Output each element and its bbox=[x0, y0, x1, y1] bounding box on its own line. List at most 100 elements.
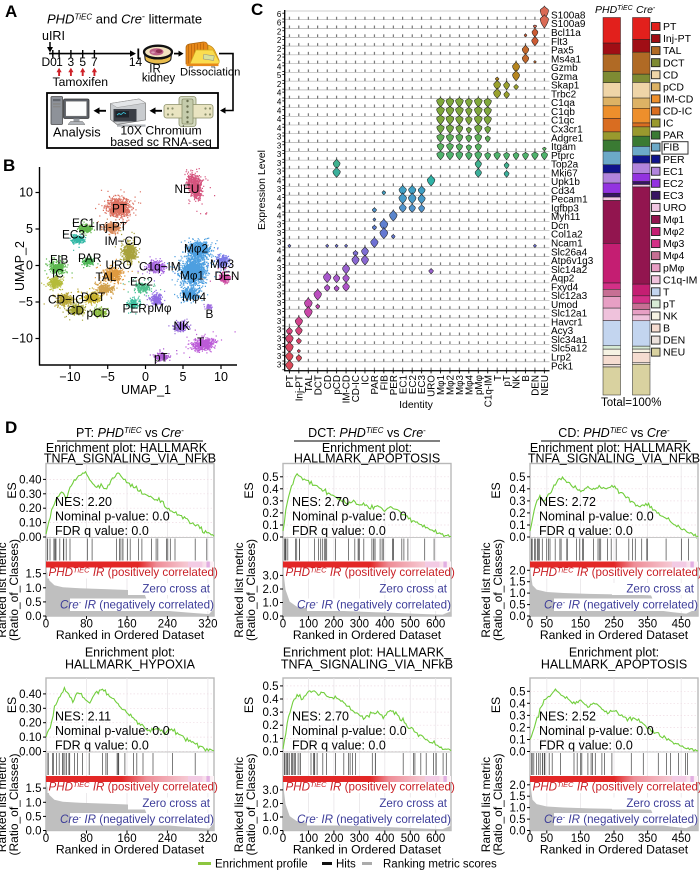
svg-text:CD: PHDTiEC vs Cre-: CD: PHDTiEC vs Cre- bbox=[558, 426, 670, 440]
svg-text:3: 3 bbox=[277, 290, 282, 299]
svg-text:Identity: Identity bbox=[399, 399, 434, 411]
svg-text:PHDTiEC and Cre- littermate: PHDTiEC and Cre- littermate bbox=[47, 12, 202, 27]
svg-text:Havcr1: Havcr1 bbox=[551, 317, 583, 328]
svg-text:UMAP_1: UMAP_1 bbox=[121, 383, 171, 397]
svg-text:ES: ES bbox=[489, 482, 503, 498]
svg-text:6: 6 bbox=[277, 19, 282, 28]
svg-text:0.0: 0.0 bbox=[26, 611, 42, 623]
svg-text:0.00: 0.00 bbox=[19, 532, 41, 544]
svg-text:3: 3 bbox=[277, 352, 282, 361]
svg-text:1.5: 1.5 bbox=[510, 791, 526, 803]
svg-text:4: 4 bbox=[277, 89, 282, 98]
svg-text:Skap1: Skap1 bbox=[551, 81, 580, 92]
svg-text:0.1: 0.1 bbox=[510, 735, 526, 747]
svg-text:PHDTiEC IR (positively correla: PHDTiEC IR (positively correlated) bbox=[286, 780, 455, 794]
svg-text:0.1: 0.1 bbox=[263, 733, 279, 745]
svg-text:Enrichment plot: HALLMARK_: Enrichment plot: HALLMARK_ bbox=[283, 646, 452, 660]
svg-text:Cre- IR (negatively correlated: Cre- IR (negatively correlated) bbox=[297, 813, 451, 827]
svg-text:NES: 2.20: NES: 2.20 bbox=[55, 495, 112, 509]
svg-text:FDR q value: 0.0: FDR q value: 0.0 bbox=[292, 524, 386, 538]
svg-text:C1q−IM: C1q−IM bbox=[139, 260, 181, 274]
svg-text:Nominal p-value: 0.0: Nominal p-value: 0.0 bbox=[55, 510, 170, 524]
svg-text:Ranked in Ordered Dataset: Ranked in Ordered Dataset bbox=[540, 843, 689, 857]
svg-text:600: 600 bbox=[426, 619, 445, 631]
svg-text:3: 3 bbox=[277, 361, 282, 370]
svg-text:pMφ: pMφ bbox=[474, 375, 485, 395]
svg-text:2: 2 bbox=[277, 80, 282, 89]
svg-text:PHDTiEC IR (positively correla: PHDTiEC IR (positively correlated) bbox=[533, 566, 700, 580]
svg-text:1.0: 1.0 bbox=[263, 598, 279, 610]
svg-text:NEU: NEU bbox=[540, 375, 551, 396]
svg-text:B: B bbox=[206, 307, 214, 321]
svg-text:URO: URO bbox=[427, 375, 438, 397]
svg-text:B: B bbox=[3, 156, 15, 175]
svg-text:80: 80 bbox=[80, 619, 93, 631]
svg-text:Slc5a12: Slc5a12 bbox=[551, 344, 588, 355]
svg-text:pMφ: pMφ bbox=[663, 262, 685, 274]
svg-text:0.5: 0.5 bbox=[263, 472, 279, 484]
svg-text:(Ratio_of_Classes): (Ratio_of_Classes) bbox=[244, 539, 258, 641]
svg-text:Mφ1: Mφ1 bbox=[436, 375, 447, 395]
svg-text:FDR q value: 0.0: FDR q value: 0.0 bbox=[539, 524, 633, 538]
svg-text:Mφ2: Mφ2 bbox=[663, 226, 685, 238]
svg-text:4: 4 bbox=[277, 115, 282, 124]
svg-text:3: 3 bbox=[277, 334, 282, 343]
svg-text:NEU: NEU bbox=[175, 182, 200, 196]
svg-text:EC1: EC1 bbox=[72, 216, 95, 230]
svg-text:UMAP_2: UMAP_2 bbox=[13, 241, 27, 291]
svg-text:Slc12a1: Slc12a1 bbox=[551, 309, 588, 320]
svg-text:10: 10 bbox=[214, 370, 228, 384]
svg-text:Cre- IR (negatively correlated: Cre- IR (negatively correlated) bbox=[60, 813, 214, 827]
svg-text:Zero cross at: Zero cross at bbox=[379, 797, 447, 810]
svg-text:240: 240 bbox=[158, 619, 177, 631]
svg-text:Mφ4: Mφ4 bbox=[464, 375, 475, 396]
svg-text:CD: CD bbox=[67, 304, 84, 318]
svg-text:pMφ: pMφ bbox=[148, 301, 172, 315]
svg-text:Cre- IR (negatively correlated: Cre- IR (negatively correlated) bbox=[60, 598, 214, 612]
svg-text:2: 2 bbox=[277, 27, 282, 36]
svg-text:TNFA_SIGNALING_VIA_NFkB: TNFA_SIGNALING_VIA_NFkB bbox=[44, 451, 216, 465]
svg-text:C1q-IM: C1q-IM bbox=[483, 375, 494, 407]
svg-text:Ranked in Ordered Dataset: Ranked in Ordered Dataset bbox=[56, 843, 205, 857]
svg-text:10X Chromium: 10X Chromium bbox=[120, 124, 201, 138]
svg-text:(Ratio_of_Classes): (Ratio_of_Classes) bbox=[491, 539, 505, 641]
svg-text:0.4: 0.4 bbox=[263, 484, 280, 496]
svg-text:0.5: 0.5 bbox=[510, 600, 526, 612]
svg-text:Cd34: Cd34 bbox=[551, 186, 575, 197]
svg-text:IC: IC bbox=[663, 118, 674, 130]
svg-text:CD: CD bbox=[323, 375, 334, 389]
svg-text:Expression Level: Expression Level bbox=[256, 150, 268, 230]
svg-text:PAR: PAR bbox=[370, 375, 381, 394]
svg-text:based sc RNA-seq: based sc RNA-seq bbox=[110, 135, 212, 149]
svg-text:CD-IC: CD-IC bbox=[351, 375, 362, 402]
svg-text:Gzmb: Gzmb bbox=[551, 63, 578, 74]
svg-text:5: 5 bbox=[26, 222, 33, 236]
svg-text:FDR q value: 0.0: FDR q value: 0.0 bbox=[539, 739, 633, 753]
svg-text:4: 4 bbox=[277, 106, 282, 115]
svg-text:6: 6 bbox=[277, 10, 282, 19]
svg-text:NES: 2.70: NES: 2.70 bbox=[292, 495, 349, 509]
svg-text:S100a9: S100a9 bbox=[551, 19, 586, 30]
svg-text:Zero cross at: Zero cross at bbox=[142, 583, 210, 596]
svg-text:−10: −10 bbox=[59, 370, 80, 384]
svg-text:3: 3 bbox=[277, 317, 282, 326]
svg-text:ES: ES bbox=[242, 482, 256, 498]
svg-text:4: 4 bbox=[277, 203, 282, 212]
svg-text:Ncam1: Ncam1 bbox=[551, 238, 583, 249]
svg-text:0.40: 0.40 bbox=[19, 689, 41, 701]
svg-text:0.2: 0.2 bbox=[510, 722, 526, 734]
svg-text:3: 3 bbox=[277, 229, 282, 238]
svg-text:1.5: 1.5 bbox=[26, 783, 42, 795]
svg-text:PER: PER bbox=[663, 154, 685, 166]
svg-text:0.5: 0.5 bbox=[510, 686, 526, 698]
svg-text:5: 5 bbox=[79, 55, 86, 69]
svg-text:DCT: DCT bbox=[81, 290, 105, 304]
svg-text:Myh11: Myh11 bbox=[551, 212, 581, 223]
svg-text:Cre- IR (negatively correlated: Cre- IR (negatively correlated) bbox=[544, 598, 698, 612]
svg-text:80: 80 bbox=[80, 833, 93, 845]
svg-text:400: 400 bbox=[375, 619, 394, 631]
svg-text:1.0: 1.0 bbox=[26, 583, 42, 595]
svg-text:Dissociation: Dissociation bbox=[180, 67, 240, 79]
svg-text:TAL: TAL bbox=[663, 45, 682, 57]
svg-text:3: 3 bbox=[277, 343, 282, 352]
